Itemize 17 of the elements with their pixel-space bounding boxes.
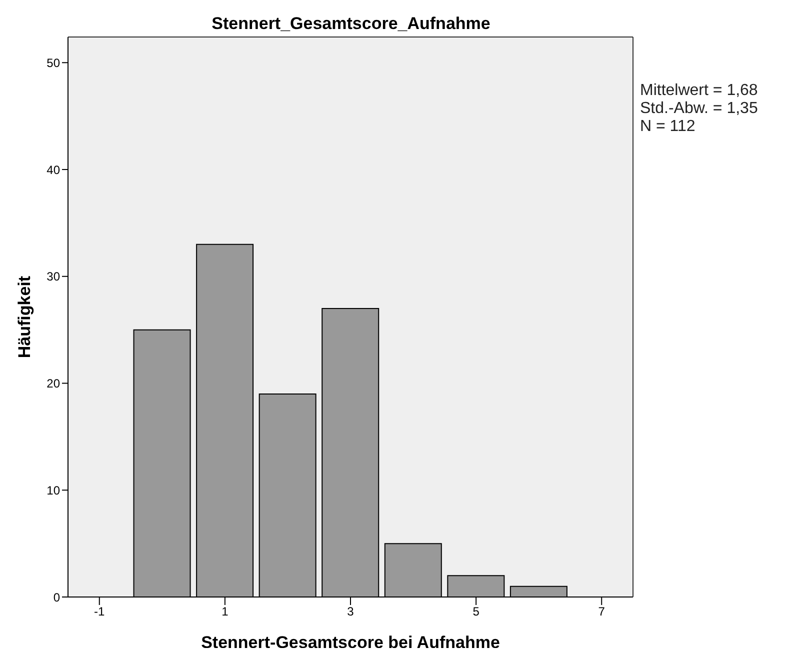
y-tick-label: 40 <box>46 162 60 177</box>
y-tick-label: 20 <box>46 376 60 391</box>
x-axis-title: Stennert-Gesamtscore bei Aufnahme <box>201 633 500 652</box>
x-tick-label: 7 <box>598 604 606 619</box>
text: Mittelwert = 1,68 <box>640 82 758 100</box>
x-tick-label: -1 <box>94 604 106 619</box>
text: N = 112 <box>640 118 696 136</box>
x-tick-label: 5 <box>472 604 480 619</box>
x-tick-label: 3 <box>347 604 354 619</box>
y-tick-label: 30 <box>46 270 60 284</box>
y-axis-title: Häufigkeit <box>15 276 34 358</box>
x-tick-label: 1 <box>222 604 229 619</box>
chart-title: Stennert_Gesamtscore_Aufnahme <box>210 14 492 34</box>
text: Std.-Abw. = 1,35 <box>640 100 758 118</box>
y-tick-label: 10 <box>46 483 60 498</box>
y-tick-label: 0 <box>53 590 60 604</box>
y-tick-label: 50 <box>46 56 60 70</box>
